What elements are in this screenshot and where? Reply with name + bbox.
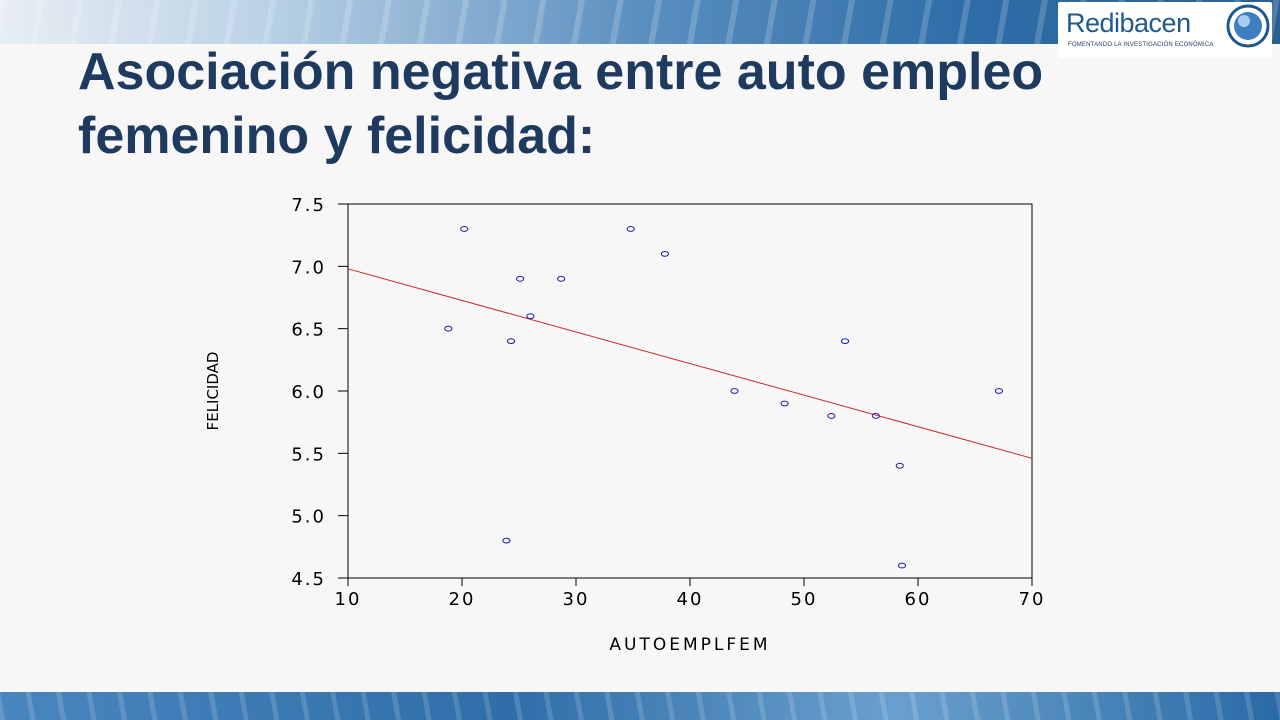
scatter-point (460, 226, 469, 232)
scatter-point (502, 537, 511, 544)
y-tick-label: 7.5 (291, 195, 326, 216)
logo-globe-icon (1226, 4, 1270, 48)
logo: Redibacen FOMENTANDO LA INVESTIGACIÓN EC… (1058, 2, 1272, 58)
y-axis-label: FELICIDAD (204, 352, 222, 431)
y-tick-label: 7.0 (291, 257, 326, 278)
x-tick-label: 30 (563, 589, 590, 610)
scatter-point (516, 275, 525, 282)
logo-tagline: FOMENTANDO LA INVESTIGACIÓN ECONÓMICA (1068, 42, 1214, 48)
bottom-decorative-band (0, 692, 1280, 720)
scatter-point (827, 413, 836, 419)
y-tick-label: 6.0 (291, 382, 326, 403)
scatter-point (730, 388, 739, 394)
x-tick-label: 40 (677, 589, 704, 610)
scatter-point (840, 338, 850, 345)
scatter-point (626, 226, 635, 232)
y-tick-label: 4.5 (291, 569, 326, 590)
x-tick-label: 70 (1019, 589, 1046, 610)
y-tick-label: 5.5 (291, 444, 326, 465)
scatter-point (897, 562, 907, 569)
scatter-point (526, 313, 535, 320)
x-tick-label: 50 (791, 589, 818, 610)
x-tick-label: 20 (449, 589, 476, 610)
scatter-point (660, 250, 670, 257)
scatter-point (871, 413, 880, 419)
scatter-chart: 4.5 5.0 5.5 6.0 6.5 7.0 7.5 10 20 30 40 50 60 70 AUT… (204, 195, 1046, 655)
x-axis-label: AUTOEMPLFEM (609, 635, 770, 655)
y-tick-label: 5.0 (291, 507, 326, 528)
scatter-point (444, 325, 453, 332)
scatter-point (506, 338, 516, 345)
slide-title: Asociación negativa entre auto empleo fe… (78, 43, 1044, 165)
logo-name: Redibacen (1066, 8, 1191, 38)
x-tick-label: 10 (335, 589, 362, 610)
regression-line (347, 268, 1033, 459)
scatter-point (557, 275, 566, 282)
plot-frame (347, 203, 1033, 579)
scatter-point (780, 400, 789, 407)
scatter-point (994, 388, 1004, 394)
scatter-point (895, 462, 904, 469)
y-tick-label: 6.5 (291, 320, 326, 341)
x-tick-label: 60 (905, 589, 932, 610)
